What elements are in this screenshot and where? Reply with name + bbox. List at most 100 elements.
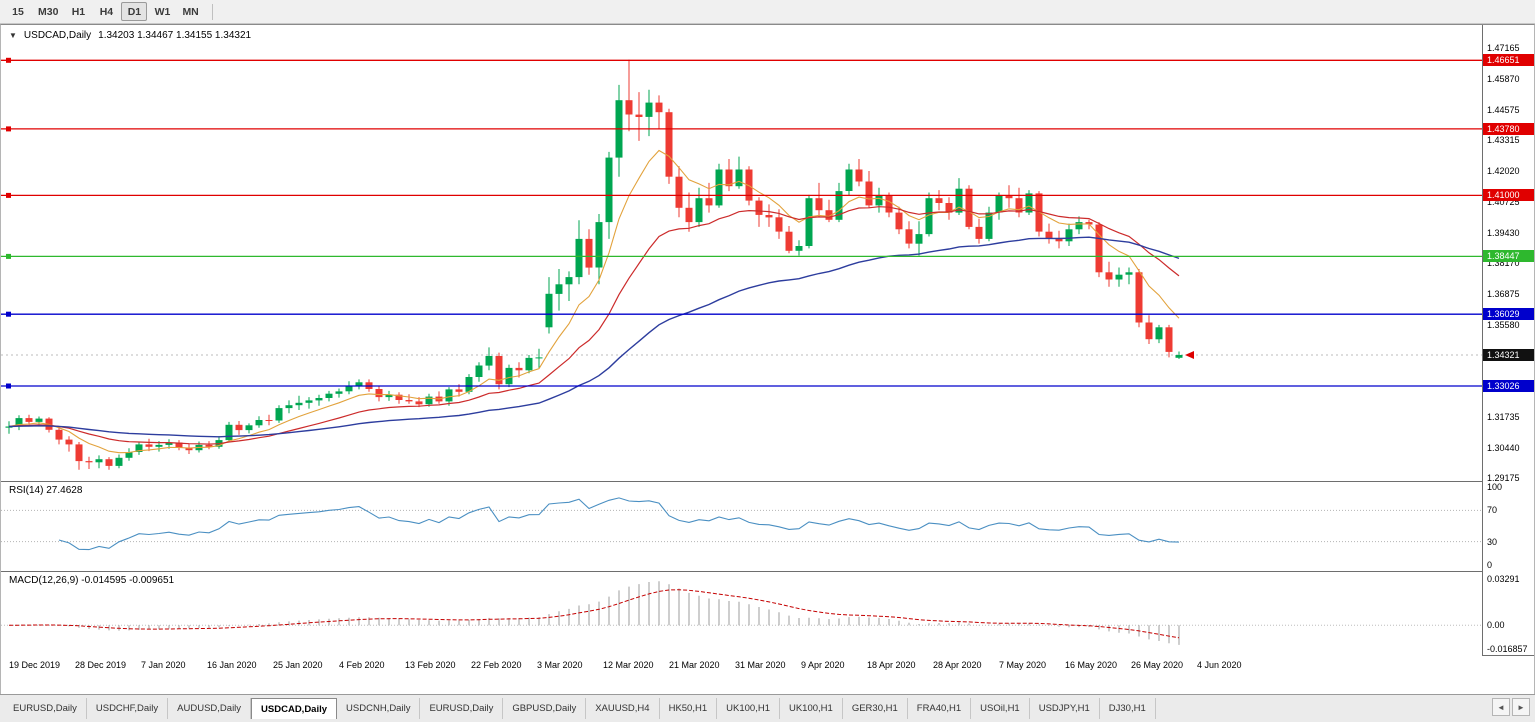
date-label: 13 Feb 2020 bbox=[405, 660, 456, 670]
rsi-label: RSI(14) 27.4628 bbox=[9, 485, 83, 496]
date-label: 7 May 2020 bbox=[999, 660, 1047, 670]
ma-fast-line bbox=[8, 149, 1180, 454]
price-tick-label: 1.29175 bbox=[1487, 473, 1520, 483]
horizontal-level-1.46651[interactable] bbox=[1, 57, 1482, 63]
date-label: 25 Jan 2020 bbox=[273, 660, 323, 670]
level-price-tag-1.36029[interactable]: 1.36029 bbox=[1483, 308, 1534, 321]
level-price-tag-1.46651[interactable]: 1.46651 bbox=[1483, 54, 1534, 67]
timeframe-button-d1[interactable]: D1 bbox=[121, 2, 148, 21]
tabs-scroll-right-button[interactable]: ► bbox=[1512, 698, 1530, 716]
date-label: 16 Jan 2020 bbox=[207, 660, 257, 670]
date-label: 4 Jun 2020 bbox=[1197, 660, 1242, 670]
date-label: 16 May 2020 bbox=[1065, 660, 1118, 670]
horizontal-level-1.41000[interactable] bbox=[1, 192, 1482, 198]
macd-tick-label: 0.00 bbox=[1487, 620, 1505, 631]
ma-mid-line bbox=[8, 206, 1180, 445]
price-tick-label: 1.40725 bbox=[1487, 196, 1520, 207]
level-price-tag-1.33026[interactable]: 1.33026 bbox=[1483, 380, 1534, 392]
date-label: 28 Apr 2020 bbox=[933, 660, 982, 670]
candles-layer bbox=[5, 59, 1183, 470]
chart-ohlc-values: 1.34203 1.34467 1.34155 1.34321 bbox=[98, 30, 252, 41]
chart-tab-usdcnh-daily[interactable]: USDCNH,Daily bbox=[337, 698, 421, 719]
chart-title-overlay: ▼ USDCAD,Daily 1.34203 1.34467 1.34155 1… bbox=[9, 30, 251, 41]
ma-slow-line bbox=[8, 236, 1180, 438]
level-price-tag-1.38447[interactable]: 1.38447 bbox=[1483, 250, 1534, 263]
date-label: 7 Jan 2020 bbox=[141, 660, 186, 670]
price-tick-label: 1.44575 bbox=[1487, 104, 1520, 115]
chart-tab-uk100-h1[interactable]: UK100,H1 bbox=[779, 698, 843, 719]
price-tick-label: 1.45870 bbox=[1487, 74, 1520, 84]
chart-tab-fra40-h1[interactable]: FRA40,H1 bbox=[907, 698, 972, 719]
rsi-indicator-canvas[interactable] bbox=[1, 481, 1482, 571]
rsi-tick-label: 30 bbox=[1487, 536, 1498, 547]
price-tick-label: 1.38170 bbox=[1487, 258, 1520, 268]
timeframe-button-w1[interactable]: W1 bbox=[154, 5, 171, 18]
level-price-tag-1.43780[interactable]: 1.43780 bbox=[1483, 122, 1534, 135]
timeframe-button-mn[interactable]: MN bbox=[182, 5, 199, 18]
date-label: 18 Apr 2020 bbox=[867, 660, 916, 670]
macd-histogram bbox=[18, 581, 1180, 645]
tabs-scroll-left-button[interactable]: ◄ bbox=[1492, 698, 1510, 716]
timeframe-button-h1[interactable]: H1 bbox=[71, 5, 86, 18]
chart-symbol-title: USDCAD,Daily bbox=[23, 30, 92, 41]
chart-tab-eurusd-daily[interactable]: EURUSD,Daily bbox=[4, 698, 87, 719]
date-label: 12 Mar 2020 bbox=[603, 660, 654, 670]
date-label: 31 Mar 2020 bbox=[735, 660, 786, 670]
price-tick-label: 1.31735 bbox=[1487, 411, 1520, 422]
rsi-line bbox=[58, 497, 1180, 551]
timeframe-button-h4[interactable]: H4 bbox=[99, 5, 114, 18]
chart-tab-bar: EURUSD,Daily USDCHF,Daily AUDUSD,Daily USDC… bbox=[0, 694, 1535, 722]
date-label: 22 Feb 2020 bbox=[471, 660, 522, 670]
price-tick-label: 1.43315 bbox=[1487, 135, 1520, 145]
price-tick-label: 1.47165 bbox=[1487, 43, 1520, 53]
chart-tab-audusd-daily[interactable]: AUDUSD,Daily bbox=[168, 698, 252, 719]
macd-tick-label: 0.03291 bbox=[1487, 574, 1520, 584]
chart-tab-dj30-h1[interactable]: DJ30,H1 bbox=[1099, 698, 1156, 719]
timeframe-button-15[interactable]: 15 bbox=[12, 5, 24, 18]
price-tick-label: 1.36875 bbox=[1487, 289, 1520, 299]
price-tick-label: 1.35580 bbox=[1487, 319, 1520, 330]
date-label: 3 Mar 2020 bbox=[537, 660, 583, 670]
toolbar-separator bbox=[211, 3, 213, 20]
chart-tab-usdjpy-h1[interactable]: USDJPY,H1 bbox=[1029, 698, 1100, 719]
collapse-triangle-icon[interactable]: ▼ bbox=[9, 31, 17, 40]
chart-tab-usdchf-daily[interactable]: USDCHF,Daily bbox=[86, 698, 169, 719]
date-label: 4 Feb 2020 bbox=[339, 660, 385, 670]
candlestick-chart-canvas[interactable] bbox=[1, 25, 1482, 481]
chart-tab-eurusd-daily[interactable]: EURUSD,Daily bbox=[420, 698, 504, 719]
timeframe-toolbar: 15 M30 H1 H4 D1 W1 MN bbox=[0, 0, 1535, 24]
chart-tab-uk100-h1[interactable]: UK100,H1 bbox=[717, 698, 780, 719]
chart-window: 1.47165 1.45870 1.44575 1.43315 1.42020 1.407… bbox=[0, 24, 1535, 694]
macd-label: MACD(12,26,9) -0.014595 -0.009651 bbox=[9, 575, 175, 586]
rsi-tick-label: 100 bbox=[1487, 482, 1503, 492]
chart-tab-hk50-h1[interactable]: HK50,H1 bbox=[659, 698, 718, 719]
horizontal-level-1.36029[interactable] bbox=[1, 311, 1482, 317]
date-label: 26 May 2020 bbox=[1131, 660, 1184, 670]
date-label: 28 Dec 2019 bbox=[75, 660, 127, 670]
price-arrow-marker[interactable] bbox=[1185, 351, 1194, 359]
price-tick-label: 1.39430 bbox=[1487, 227, 1520, 238]
horizontal-level-1.38447[interactable] bbox=[1, 253, 1482, 259]
timeframe-button-m30[interactable]: M30 bbox=[38, 5, 59, 18]
chart-tab-xauusd-h4[interactable]: XAUUSD,H4 bbox=[586, 698, 660, 719]
time-axis[interactable]: 19 Dec 2019 28 Dec 2019 7 Jan 2020 16 Jan 2… bbox=[1, 655, 1482, 694]
macd-indicator-canvas[interactable] bbox=[1, 571, 1482, 655]
chart-tab-usoil-h1[interactable]: USOil,H1 bbox=[971, 698, 1030, 719]
tab-scroll-buttons: ◄ ► bbox=[1492, 698, 1535, 716]
price-tick-label: 1.30440 bbox=[1487, 442, 1520, 453]
price-rsi-splitter[interactable] bbox=[1, 481, 1534, 482]
date-label: 9 Apr 2020 bbox=[801, 660, 845, 670]
chart-tab-gbpusd-daily[interactable]: GBPUSD,Daily bbox=[503, 698, 587, 719]
horizontal-level-1.33026[interactable] bbox=[1, 383, 1482, 389]
date-label: 21 Mar 2020 bbox=[669, 660, 720, 670]
horizontal-level-1.43780[interactable] bbox=[1, 126, 1482, 132]
price-scale: 1.47165 1.45870 1.44575 1.43315 1.42020 1.407… bbox=[1483, 25, 1534, 655]
price-scale-divider bbox=[1482, 25, 1483, 655]
rsi-macd-splitter[interactable] bbox=[1, 571, 1534, 572]
rsi-tick-label: 70 bbox=[1487, 505, 1498, 516]
chart-tab-usdcad-daily[interactable]: USDCAD,Daily bbox=[251, 698, 338, 719]
chart-tab-ger30-h1[interactable]: GER30,H1 bbox=[842, 698, 908, 719]
date-label: 19 Dec 2019 bbox=[9, 660, 61, 670]
level-price-tag-1.41000[interactable]: 1.41000 bbox=[1483, 189, 1534, 202]
